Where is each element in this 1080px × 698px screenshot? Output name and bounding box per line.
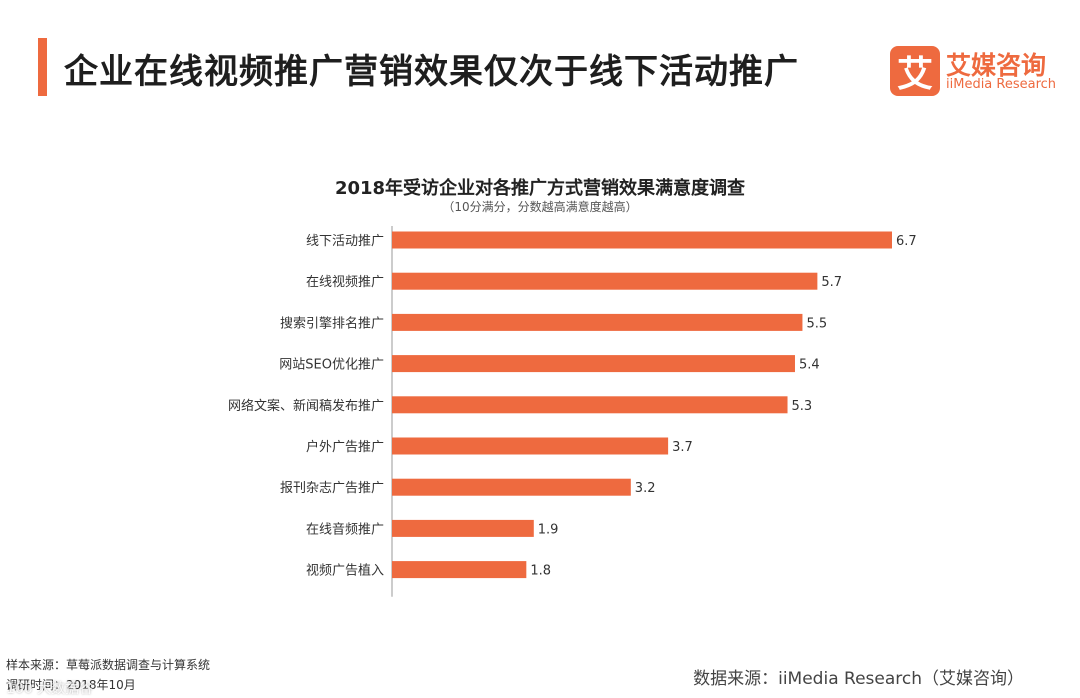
brand: 艾 艾媒咨询 iiMedia Research bbox=[890, 44, 1065, 98]
page-title: 企业在线视频推广营销效果仅次于线下活动推广 bbox=[64, 52, 799, 92]
bar bbox=[392, 355, 795, 373]
watermark: 100 大数据谷 bbox=[6, 681, 94, 697]
category-label: 报刊杂志广告推广 bbox=[280, 481, 384, 496]
sample-source: 样本来源：草莓派数据调查与计算系统 bbox=[6, 658, 211, 672]
category-label: 在线音频推广 bbox=[306, 521, 384, 537]
category-label: 网站SEO优化推广 bbox=[279, 358, 384, 373]
value-label: 5.7 bbox=[821, 275, 842, 290]
brand-name-en: iiMedia Research bbox=[946, 77, 1057, 92]
category-label: 户外广告推广 bbox=[306, 439, 384, 455]
brand-name-cn: 艾媒咨询 bbox=[946, 51, 1047, 80]
footer-notes: 样本来源：草莓派数据调查与计算系统 调研时间：2018年10月 bbox=[6, 655, 210, 695]
bar bbox=[392, 313, 803, 331]
data-source: 数据来源：iiMedia Research（艾媒咨询） bbox=[693, 669, 1024, 689]
bar bbox=[392, 478, 631, 496]
chart-title: 2018年受访企业对各推广方式营销效果满意度调查 bbox=[334, 178, 746, 199]
bar bbox=[392, 396, 788, 414]
bar bbox=[392, 519, 534, 537]
bar bbox=[392, 231, 892, 249]
bar bbox=[392, 561, 527, 579]
bar bbox=[392, 272, 818, 290]
value-label: 3.7 bbox=[672, 440, 693, 455]
brand-logo-icon: 艾 bbox=[890, 46, 940, 96]
value-label: 3.2 bbox=[635, 481, 656, 496]
category-label: 搜索引擎排名推广 bbox=[280, 315, 384, 331]
category-label: 线下活动推广 bbox=[306, 234, 384, 249]
survey-time: 调研时间：2018年10月 bbox=[6, 678, 136, 692]
value-label: 6.7 bbox=[896, 234, 917, 249]
category-label: 在线视频推广 bbox=[306, 275, 384, 290]
value-label: 5.4 bbox=[799, 358, 820, 373]
category-label: 网络文案、新闻稿发布推广 bbox=[228, 398, 384, 414]
value-label: 5.5 bbox=[806, 316, 827, 331]
chart-subtitle: （10分满分，分数越高满意度越高） bbox=[442, 200, 638, 214]
bar bbox=[392, 437, 669, 455]
value-label: 5.3 bbox=[792, 399, 813, 414]
category-label: 视频广告植入 bbox=[306, 564, 384, 579]
value-label: 1.9 bbox=[538, 522, 559, 537]
title-accent-bar bbox=[38, 38, 47, 96]
value-label: 1.8 bbox=[530, 564, 551, 579]
